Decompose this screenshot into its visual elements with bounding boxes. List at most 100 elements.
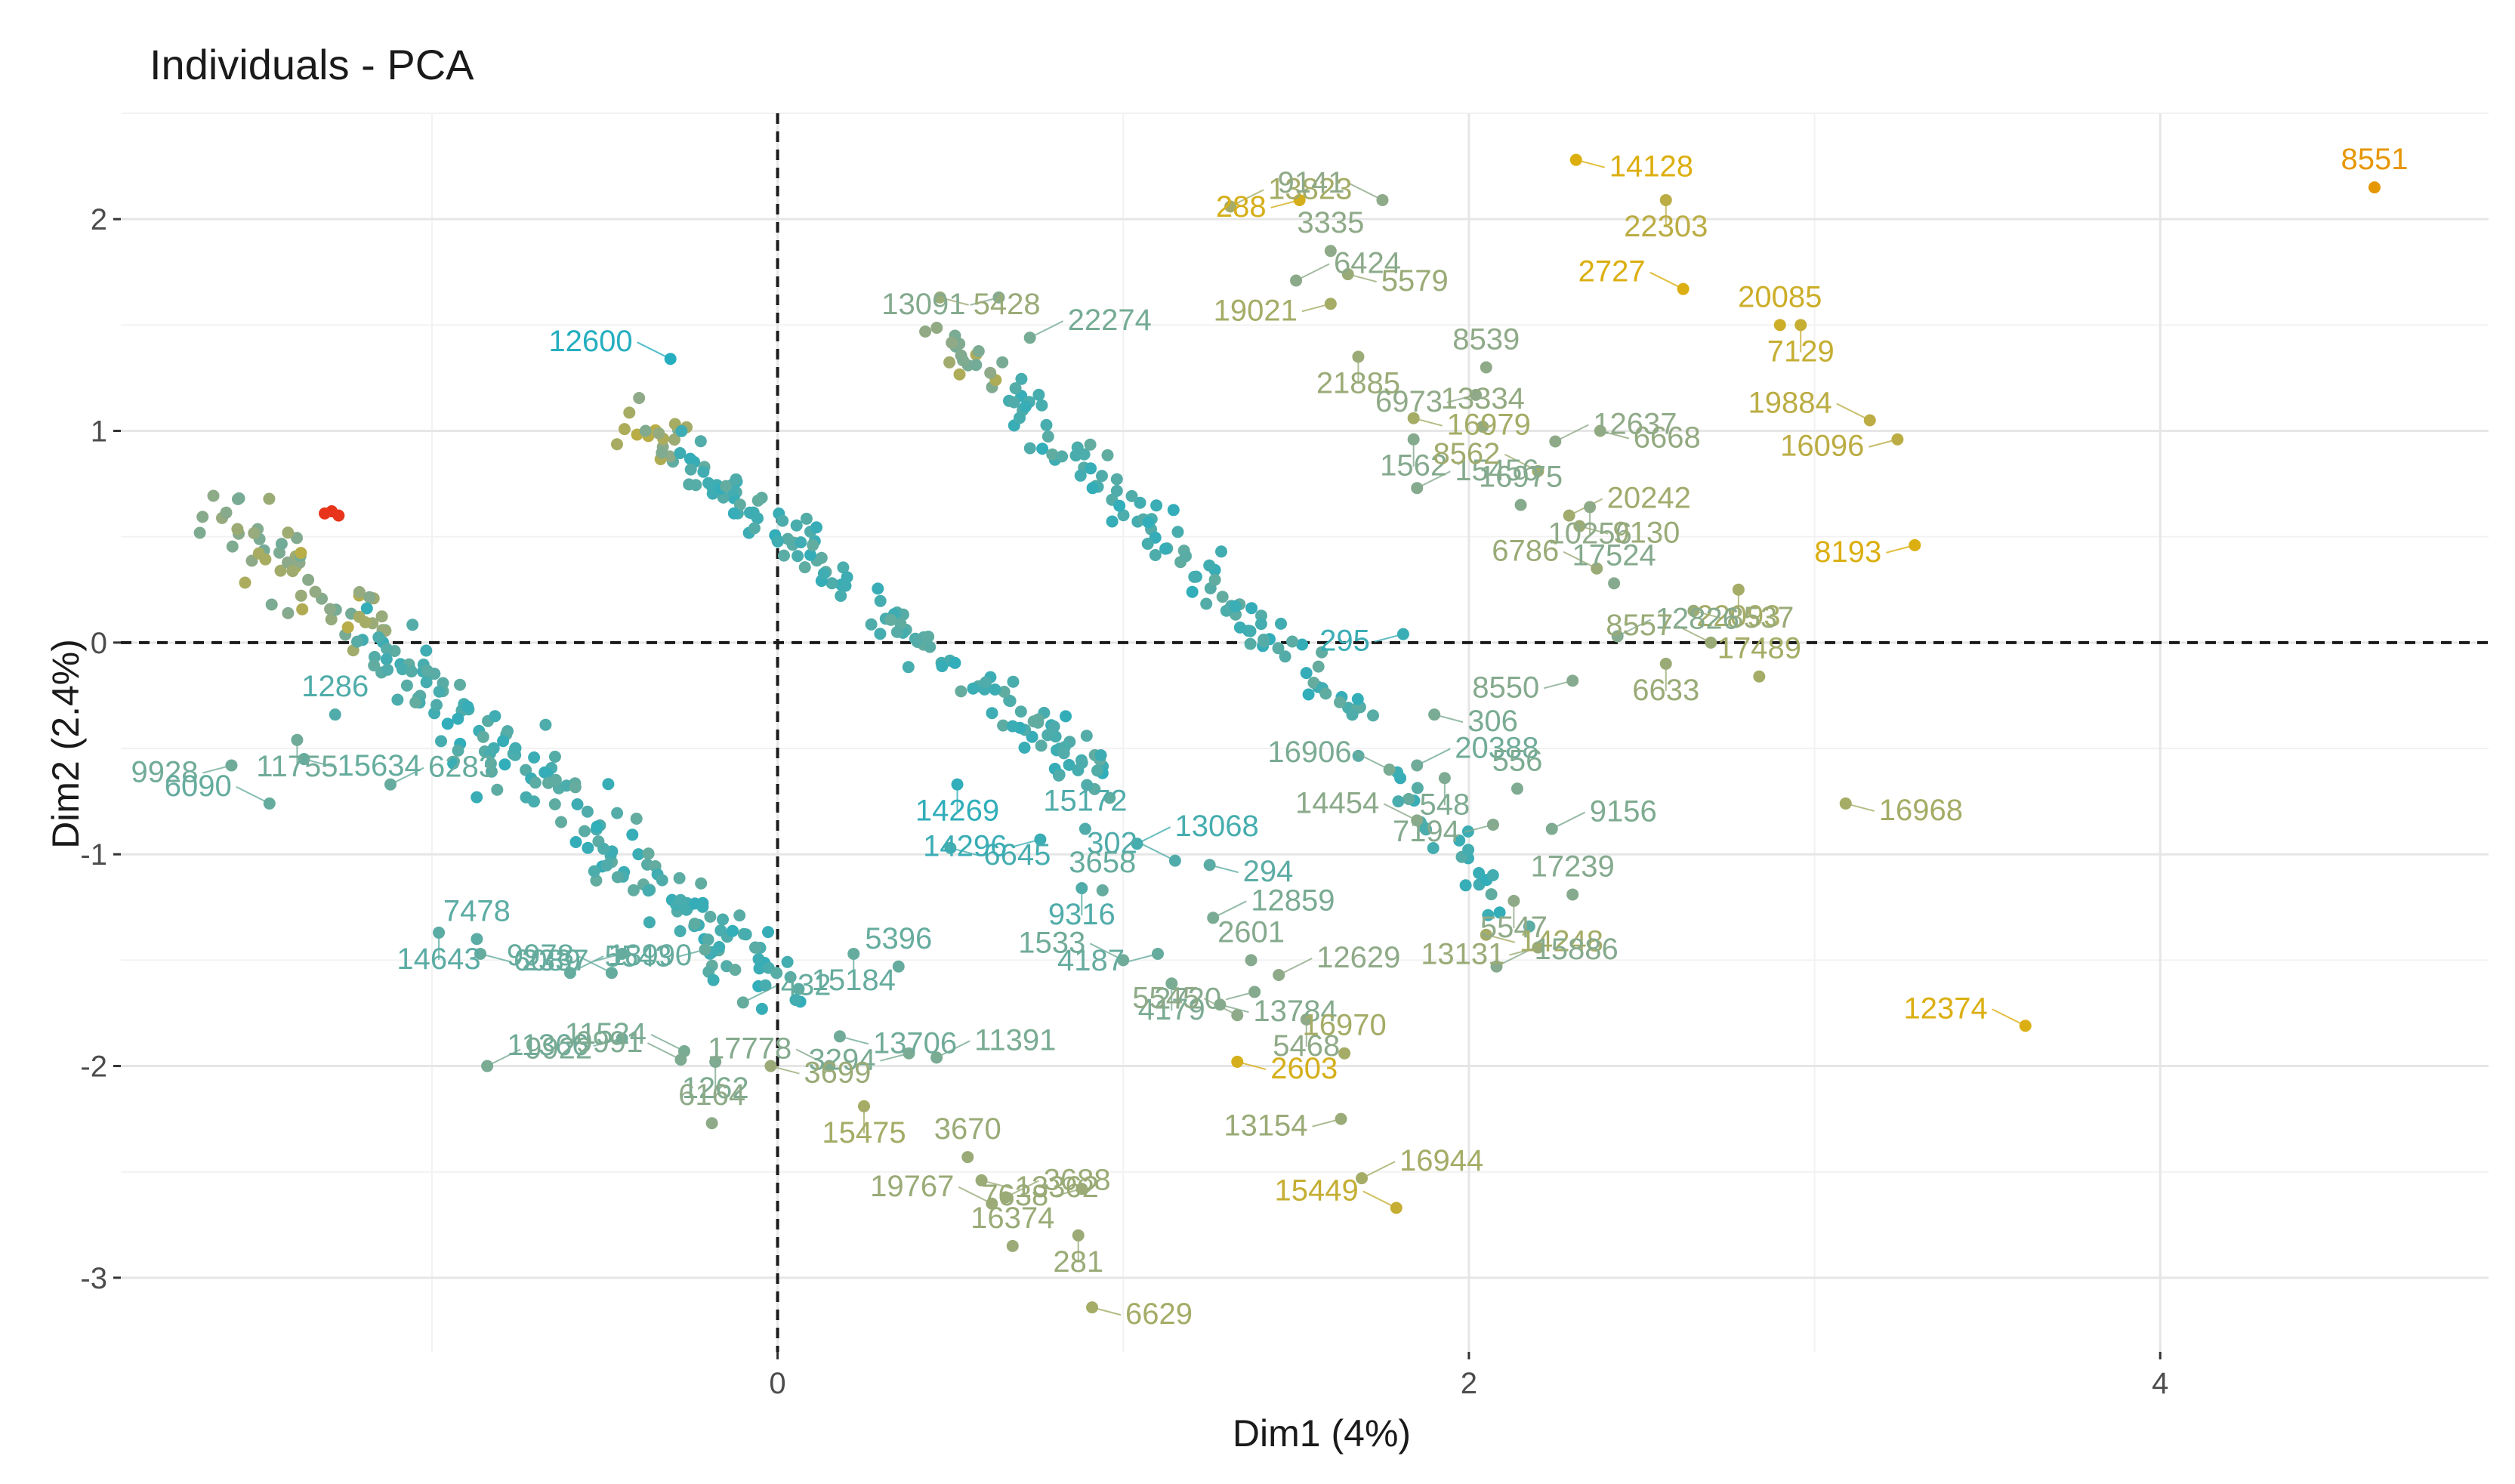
labeled-point [1659,193,1672,206]
data-point [1075,757,1088,769]
data-point [804,548,816,561]
data-point [1052,769,1065,782]
data-point [874,594,887,607]
data-point [529,776,542,789]
data-point [717,913,729,926]
point-label: 15456 [1455,454,1538,487]
data-point [781,955,794,968]
point-label: 295 [1319,625,1370,658]
data-point [282,526,295,539]
labeled-point [1532,464,1544,477]
data-point [784,970,797,983]
point-label: 5468 [1273,1029,1340,1063]
data-point [1041,430,1054,443]
data-point [837,561,850,574]
data-point [770,967,783,980]
point-label: 4187 [1057,944,1125,977]
data-point [1302,688,1315,701]
point-label: 14643 [397,943,480,976]
point-label: 6089 [514,944,581,977]
data-point [1203,559,1216,572]
data-point [498,758,511,771]
data-point [1229,600,1242,612]
data-point [792,550,804,563]
data-point [986,707,998,720]
data-point [263,492,276,505]
point-label: 1533 [1018,926,1085,959]
labeled-point [1773,319,1786,332]
point-label: 3294 [808,1044,875,1077]
labeled-point [1248,986,1261,998]
label-connector [1361,1161,1396,1180]
data-point [454,678,466,691]
point-label: 13334 [1441,382,1525,415]
label-connector [1089,943,1124,961]
data-point [1008,396,1020,409]
x-tick-label: 0 [769,1367,785,1400]
point-label: 16096 [1780,430,1864,463]
data-point [1080,730,1093,742]
data-point [817,567,830,580]
label-connector [1496,949,1530,967]
label-connector [1504,453,1538,472]
data-point [1009,382,1022,395]
point-label: 1562 [1380,449,1447,483]
data-point [1057,747,1070,760]
y-tick-label: -3 [80,1262,107,1295]
data-point [520,791,532,804]
data-point [1117,509,1130,522]
point-label: 13706 [873,1026,957,1060]
data-point [611,807,624,819]
data-point [1346,708,1359,721]
data-point [1493,906,1506,919]
data-point [980,676,992,689]
label-connector [1992,1008,2026,1027]
labeled-point [1470,388,1483,401]
data-point [1352,749,1365,762]
labeled-point [1168,854,1181,867]
data-point [675,424,688,437]
data-point [807,538,819,551]
data-point [800,512,813,525]
labeled-point [1207,912,1220,924]
point-label: 556 [1492,744,1543,777]
data-point [690,479,702,492]
data-point [1081,779,1094,791]
label-connector [1416,470,1451,489]
data-point [1411,782,1424,794]
labeled-point [1324,298,1337,310]
labeled-point [1511,782,1523,795]
point-label: 7638 [981,1179,1048,1212]
data-point [748,522,761,535]
point-label: 12629 [1316,941,1400,974]
data-point [739,928,752,941]
labeled-point [961,1151,974,1164]
point-label: 3688 [1044,1163,1111,1196]
point-label: 3658 [1069,846,1136,879]
data-point [239,576,252,589]
data-point [452,712,464,725]
data-point [749,941,762,954]
data-point [581,805,594,818]
point-label: 6668 [1634,421,1701,455]
data-point [810,521,822,534]
label-connector [486,1048,521,1067]
labeled-point [1566,888,1579,901]
point-label: 6629 [1125,1297,1193,1331]
data-point [656,874,668,887]
data-point [1086,482,1099,495]
data-point [1036,443,1049,455]
data-point [341,621,354,634]
point-label: 22274 [1068,304,1152,337]
labeled-point [1486,818,1499,831]
data-point [1171,526,1184,538]
data-point [1019,400,1032,413]
data-point [643,916,656,929]
point-label: 2727 [1578,255,1646,288]
label-connector [1029,320,1064,339]
labeled-point [1411,814,1424,827]
point-label: 15184 [812,964,896,997]
data-point [265,598,278,611]
label-connector [936,1040,971,1059]
label-connector [1563,551,1597,569]
